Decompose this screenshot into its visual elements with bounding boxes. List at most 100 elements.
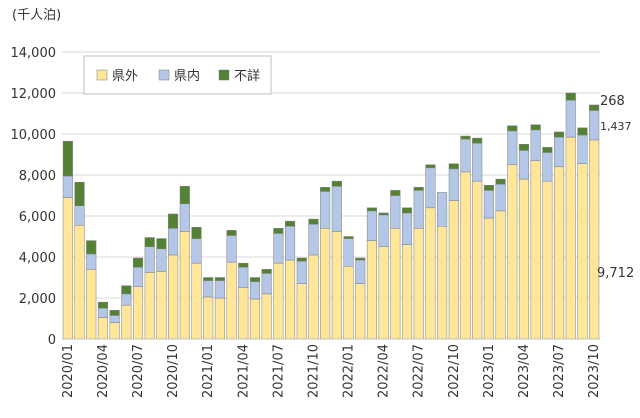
x-tick-label: 2021/04 (236, 344, 251, 398)
bar-2020/03-series-2 (86, 240, 97, 255)
bar-2020/12-series-1 (191, 238, 202, 264)
x-tick-label: 2022/01 (342, 344, 357, 398)
bar-2021/08-series-1 (285, 226, 296, 261)
bar-2020/07-series-0 (132, 286, 144, 340)
bar-2020/11-series-1 (179, 203, 190, 232)
bar-2022/07-series-1 (413, 190, 424, 229)
bar-2022/08-series-0 (425, 207, 436, 340)
y-tick-label: 2,000 (19, 292, 56, 307)
legend-swatch-series-0 (96, 69, 108, 81)
bar-2021/10-series-2 (308, 218, 319, 225)
bar-2023/02-series-1 (495, 183, 506, 212)
legend-swatch-series-2 (218, 69, 230, 81)
bar-2020/08-series-0 (144, 272, 155, 340)
bar-2020/03-series-1 (86, 253, 97, 270)
annotations: 268 1,437 9,712 (597, 94, 634, 281)
bar-2021/09-series-0 (296, 283, 307, 340)
bar-2023/03-series-0 (507, 164, 518, 340)
bar-2021/11-series-1 (320, 191, 331, 229)
bar-2021/05-series-0 (249, 298, 261, 340)
x-tick-label: 2021/01 (201, 344, 216, 398)
bar-2023/04-series-2 (518, 144, 530, 151)
y-axis-ticks: 0 2,000 4,000 6,000 8,000 10,000 12,000 14,000 (11, 46, 57, 348)
annotation-domestic-last: 1,437 (600, 120, 632, 133)
bars (62, 92, 600, 340)
y-tick-label: 12,000 (11, 87, 57, 102)
bar-2021/01-series-0 (203, 296, 214, 340)
bar-2022/04-series-2 (378, 212, 389, 216)
unit-label: (千人泊) (12, 8, 61, 23)
bar-2020/10-series-2 (168, 213, 179, 229)
bar-2023/02-series-0 (495, 210, 506, 340)
bar-2020/09-series-1 (156, 248, 167, 272)
x-tick-label: 2021/07 (271, 344, 286, 398)
bar-2020/06-series-0 (121, 304, 132, 340)
bar-2022/03-series-2 (366, 207, 377, 212)
bar-2023/06-series-0 (542, 180, 553, 340)
bar-2021/12-series-2 (331, 180, 342, 187)
y-tick-label: 6,000 (19, 210, 56, 225)
bar-2022/06-series-0 (401, 244, 413, 340)
bar-2022/01-series-0 (343, 265, 354, 340)
x-tick-label: 2022/07 (412, 344, 427, 398)
bar-2022/09-series-0 (437, 226, 448, 340)
bar-2022/09-series-1 (437, 192, 448, 227)
bar-2021/03-series-2 (226, 230, 237, 236)
bar-2020/03-series-0 (86, 269, 97, 340)
bar-2022/05-series-1 (390, 195, 401, 229)
y-tick-label: 14,000 (11, 46, 57, 61)
bar-2021/02-series-0 (214, 297, 225, 340)
bar-2020/05-series-0 (109, 322, 120, 340)
bar-2023/04-series-1 (518, 150, 530, 180)
bar-2022/02-series-0 (355, 283, 366, 340)
bar-2022/12-series-1 (472, 142, 483, 182)
bar-2023/05-series-1 (530, 129, 541, 161)
bar-2022/03-series-1 (366, 210, 377, 241)
bar-2020/10-series-1 (168, 228, 179, 256)
bar-2023/01-series-0 (483, 217, 494, 340)
annotation-unknown-last: 268 (600, 94, 625, 109)
bar-2023/01-series-2 (483, 185, 494, 191)
bar-2021/10-series-1 (308, 223, 319, 256)
bar-2020/01-series-1 (62, 175, 73, 198)
bar-2023/07-series-0 (554, 166, 565, 340)
bar-2021/06-series-2 (261, 269, 272, 274)
bar-2023/09-series-2 (577, 127, 588, 136)
bar-2022/10-series-2 (448, 163, 459, 170)
bar-2020/10-series-0 (168, 254, 179, 340)
x-tick-label: 2020/07 (131, 344, 146, 398)
bar-2022/06-series-1 (401, 212, 413, 245)
bar-2022/07-series-0 (413, 228, 424, 340)
bar-2021/03-series-1 (226, 235, 237, 263)
bar-2021/06-series-0 (261, 293, 272, 340)
bar-2023/05-series-0 (530, 160, 541, 340)
bar-2023/06-series-2 (542, 147, 553, 153)
legend-label-series-2: 不詳 (234, 68, 260, 84)
bar-2021/06-series-1 (261, 273, 272, 295)
bar-2023/03-series-1 (507, 130, 518, 165)
legend-box (83, 55, 272, 95)
bar-2021/01-series-1 (203, 280, 214, 298)
bar-2020/02-series-0 (74, 224, 85, 340)
bar-2022/04-series-1 (378, 214, 389, 248)
bar-2021/02-series-1 (214, 280, 225, 299)
bar-2021/11-series-2 (320, 187, 331, 192)
y-tick-label: 8,000 (19, 169, 56, 184)
bar-2020/05-series-2 (109, 310, 120, 316)
bar-2023/08-series-1 (565, 99, 576, 138)
bar-2021/08-series-2 (285, 220, 296, 227)
bar-2021/07-series-0 (273, 262, 284, 340)
bar-2022/01-series-2 (343, 236, 354, 239)
x-tick-label: 2020/10 (166, 344, 181, 398)
bar-2022/11-series-1 (460, 138, 471, 173)
bar-2021/09-series-2 (296, 257, 307, 262)
bar-2021/10-series-0 (308, 254, 319, 340)
bar-2022/08-series-1 (425, 167, 436, 209)
bar-2022/12-series-0 (472, 180, 483, 340)
bar-2022/05-series-0 (390, 228, 401, 340)
bar-2020/02-series-2 (74, 181, 85, 206)
bar-2022/04-series-0 (378, 246, 389, 340)
bar-2023/10-series-0 (589, 139, 600, 340)
bar-2022/02-series-1 (355, 259, 366, 284)
